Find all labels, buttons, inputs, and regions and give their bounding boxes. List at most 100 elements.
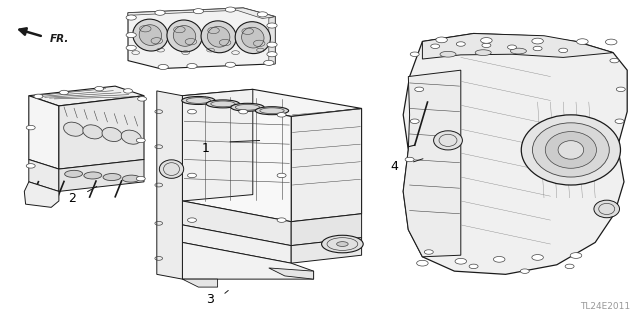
Circle shape [257,12,268,17]
Polygon shape [182,225,291,263]
Ellipse shape [511,48,526,54]
Ellipse shape [159,160,184,178]
Circle shape [577,39,588,44]
Circle shape [60,90,68,95]
Circle shape [436,37,447,43]
Polygon shape [182,242,314,279]
Ellipse shape [475,50,492,56]
Polygon shape [24,182,59,207]
Polygon shape [269,17,275,65]
Ellipse shape [102,128,122,142]
Circle shape [482,43,491,48]
Ellipse shape [132,19,168,51]
Ellipse shape [139,25,162,45]
Circle shape [455,258,467,264]
Circle shape [532,255,543,260]
Circle shape [481,38,492,43]
Ellipse shape [173,26,196,46]
Circle shape [456,42,465,46]
Circle shape [277,173,286,178]
Circle shape [277,218,286,222]
Circle shape [410,119,419,123]
Ellipse shape [532,123,609,177]
Text: 3: 3 [207,293,214,306]
Circle shape [138,97,147,101]
Circle shape [410,52,419,56]
Circle shape [34,94,43,99]
Circle shape [508,45,516,49]
Ellipse shape [545,131,596,168]
Ellipse shape [201,21,236,53]
Text: 1: 1 [202,142,210,155]
Ellipse shape [122,175,140,182]
Circle shape [188,173,196,178]
Circle shape [415,87,424,92]
Ellipse shape [434,131,463,150]
Circle shape [188,218,196,222]
Circle shape [533,46,542,51]
Polygon shape [403,70,461,257]
Text: 4: 4 [391,160,399,173]
Polygon shape [422,33,613,59]
Polygon shape [157,91,182,279]
Circle shape [570,253,582,258]
Circle shape [493,256,505,262]
Ellipse shape [594,200,620,218]
Circle shape [26,164,35,168]
Circle shape [264,60,274,65]
Ellipse shape [322,235,364,253]
Circle shape [124,89,132,93]
Circle shape [158,64,168,70]
Ellipse shape [206,100,239,108]
Ellipse shape [241,27,264,48]
Circle shape [424,250,433,254]
Circle shape [187,63,197,69]
Circle shape [126,45,136,50]
Circle shape [267,52,277,57]
Polygon shape [291,108,362,222]
Circle shape [559,48,568,53]
Circle shape [431,44,440,48]
Ellipse shape [558,141,584,159]
Polygon shape [403,33,627,274]
Circle shape [136,176,145,181]
Polygon shape [182,89,362,116]
Circle shape [155,10,165,15]
Circle shape [126,15,136,20]
Ellipse shape [207,26,230,47]
Circle shape [26,125,35,130]
Ellipse shape [521,115,621,185]
Polygon shape [291,238,362,263]
Ellipse shape [440,51,456,57]
Polygon shape [291,214,362,246]
Circle shape [565,264,574,269]
Ellipse shape [103,174,121,181]
Circle shape [188,109,196,114]
Circle shape [417,260,428,266]
Ellipse shape [65,170,83,177]
Circle shape [267,23,277,28]
Ellipse shape [235,22,271,54]
Polygon shape [29,86,144,106]
Circle shape [95,86,104,91]
Circle shape [193,9,204,14]
Circle shape [225,7,236,12]
Polygon shape [59,96,144,169]
Circle shape [616,87,625,92]
Circle shape [126,33,136,38]
Circle shape [469,264,478,269]
Ellipse shape [182,96,215,105]
Text: 2: 2 [68,192,76,205]
Circle shape [520,269,529,273]
Text: FR.: FR. [50,34,69,44]
Circle shape [239,109,248,114]
Ellipse shape [255,107,289,115]
Polygon shape [182,201,291,246]
Circle shape [605,39,617,45]
Ellipse shape [337,242,348,247]
Ellipse shape [231,103,264,111]
Circle shape [610,58,619,63]
Circle shape [267,42,277,47]
Polygon shape [29,160,59,191]
Circle shape [532,38,543,44]
